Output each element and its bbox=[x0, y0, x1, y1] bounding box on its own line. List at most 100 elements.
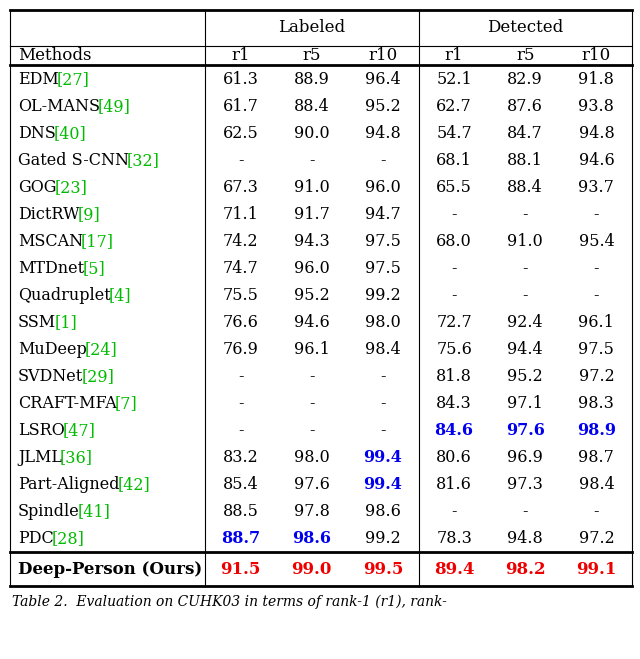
Text: 97.8: 97.8 bbox=[294, 503, 330, 520]
Text: [4]: [4] bbox=[109, 287, 131, 304]
Text: -: - bbox=[451, 206, 457, 223]
Text: 76.9: 76.9 bbox=[223, 341, 259, 358]
Text: [49]: [49] bbox=[98, 98, 131, 115]
Text: r10: r10 bbox=[368, 47, 397, 64]
Text: 96.4: 96.4 bbox=[365, 71, 401, 88]
Text: [9]: [9] bbox=[77, 206, 100, 223]
Text: 93.8: 93.8 bbox=[579, 98, 614, 115]
Text: -: - bbox=[594, 260, 599, 277]
Text: 98.6: 98.6 bbox=[292, 530, 332, 547]
Text: 98.4: 98.4 bbox=[365, 341, 401, 358]
Text: 96.1: 96.1 bbox=[294, 341, 330, 358]
Text: MTDnet: MTDnet bbox=[18, 260, 84, 277]
Text: 94.3: 94.3 bbox=[294, 233, 330, 250]
Text: 88.5: 88.5 bbox=[223, 503, 259, 520]
Text: -: - bbox=[309, 395, 314, 412]
Text: DictRW: DictRW bbox=[18, 206, 79, 223]
Text: 75.6: 75.6 bbox=[436, 341, 472, 358]
Text: [28]: [28] bbox=[52, 530, 84, 547]
Text: 99.1: 99.1 bbox=[576, 561, 616, 578]
Text: 95.2: 95.2 bbox=[294, 287, 330, 304]
Text: 96.0: 96.0 bbox=[365, 179, 401, 196]
Text: 97.5: 97.5 bbox=[579, 341, 614, 358]
Text: 94.8: 94.8 bbox=[365, 125, 401, 142]
Text: r5: r5 bbox=[516, 47, 534, 64]
Text: 94.7: 94.7 bbox=[365, 206, 401, 223]
Text: 61.7: 61.7 bbox=[223, 98, 259, 115]
Text: 91.7: 91.7 bbox=[294, 206, 330, 223]
Text: 98.9: 98.9 bbox=[577, 422, 616, 439]
Text: 97.2: 97.2 bbox=[579, 368, 614, 385]
Text: 84.7: 84.7 bbox=[508, 125, 543, 142]
Text: -: - bbox=[594, 503, 599, 520]
Text: 94.6: 94.6 bbox=[579, 152, 614, 169]
Text: 83.2: 83.2 bbox=[223, 449, 259, 466]
Text: [36]: [36] bbox=[60, 449, 93, 466]
Text: 98.0: 98.0 bbox=[365, 314, 401, 331]
Text: 52.1: 52.1 bbox=[436, 71, 472, 88]
Text: 99.2: 99.2 bbox=[365, 530, 401, 547]
Text: 62.7: 62.7 bbox=[436, 98, 472, 115]
Text: Spindle: Spindle bbox=[18, 503, 80, 520]
Text: -: - bbox=[309, 152, 314, 169]
Text: MuDeep: MuDeep bbox=[18, 341, 87, 358]
Text: DNS: DNS bbox=[18, 125, 56, 142]
Text: 81.6: 81.6 bbox=[436, 476, 472, 493]
Text: 80.6: 80.6 bbox=[436, 449, 472, 466]
Text: Quadruplet: Quadruplet bbox=[18, 287, 111, 304]
Text: JLML: JLML bbox=[18, 449, 62, 466]
Text: -: - bbox=[238, 395, 243, 412]
Text: -: - bbox=[309, 422, 314, 439]
Text: PDC: PDC bbox=[18, 530, 54, 547]
Text: 65.5: 65.5 bbox=[436, 179, 472, 196]
Text: 85.4: 85.4 bbox=[223, 476, 259, 493]
Text: [1]: [1] bbox=[54, 314, 77, 331]
Text: 94.6: 94.6 bbox=[294, 314, 330, 331]
Text: 99.0: 99.0 bbox=[292, 561, 332, 578]
Text: r1: r1 bbox=[231, 47, 250, 64]
Text: Part-Aligned: Part-Aligned bbox=[18, 476, 120, 493]
Text: EDM: EDM bbox=[18, 71, 59, 88]
Text: [5]: [5] bbox=[82, 260, 105, 277]
Text: -: - bbox=[522, 503, 528, 520]
Text: 96.9: 96.9 bbox=[508, 449, 543, 466]
Text: 74.2: 74.2 bbox=[223, 233, 259, 250]
Text: 81.8: 81.8 bbox=[436, 368, 472, 385]
Text: 99.2: 99.2 bbox=[365, 287, 401, 304]
Text: OL-MANS: OL-MANS bbox=[18, 98, 100, 115]
Text: MSCAN: MSCAN bbox=[18, 233, 83, 250]
Text: 96.0: 96.0 bbox=[294, 260, 330, 277]
Text: 98.2: 98.2 bbox=[505, 561, 545, 578]
Text: 99.4: 99.4 bbox=[364, 449, 403, 466]
Text: [27]: [27] bbox=[57, 71, 90, 88]
Text: 97.1: 97.1 bbox=[508, 395, 543, 412]
Text: [29]: [29] bbox=[81, 368, 114, 385]
Text: 91.5: 91.5 bbox=[220, 561, 260, 578]
Text: -: - bbox=[594, 287, 599, 304]
Text: 91.0: 91.0 bbox=[508, 233, 543, 250]
Text: [32]: [32] bbox=[127, 152, 160, 169]
Text: 89.4: 89.4 bbox=[434, 561, 474, 578]
Text: [47]: [47] bbox=[63, 422, 95, 439]
Text: r5: r5 bbox=[303, 47, 321, 64]
Text: [42]: [42] bbox=[118, 476, 150, 493]
Text: 92.4: 92.4 bbox=[508, 314, 543, 331]
Text: 95.2: 95.2 bbox=[365, 98, 401, 115]
Text: 82.9: 82.9 bbox=[508, 71, 543, 88]
Text: 84.3: 84.3 bbox=[436, 395, 472, 412]
Text: 94.8: 94.8 bbox=[579, 125, 614, 142]
Text: 97.6: 97.6 bbox=[294, 476, 330, 493]
Text: SVDNet: SVDNet bbox=[18, 368, 83, 385]
Text: Table 2.  Evaluation on CUHK03 in terms of rank-1 (r1), rank-: Table 2. Evaluation on CUHK03 in terms o… bbox=[12, 594, 447, 609]
Text: LSRO: LSRO bbox=[18, 422, 65, 439]
Text: -: - bbox=[238, 152, 243, 169]
Text: 74.7: 74.7 bbox=[223, 260, 259, 277]
Text: 68.1: 68.1 bbox=[436, 152, 472, 169]
Text: 94.8: 94.8 bbox=[508, 530, 543, 547]
Text: 72.7: 72.7 bbox=[436, 314, 472, 331]
Text: Methods: Methods bbox=[18, 47, 92, 64]
Text: 90.0: 90.0 bbox=[294, 125, 330, 142]
Text: 62.5: 62.5 bbox=[223, 125, 259, 142]
Text: 54.7: 54.7 bbox=[436, 125, 472, 142]
Text: [24]: [24] bbox=[84, 341, 118, 358]
